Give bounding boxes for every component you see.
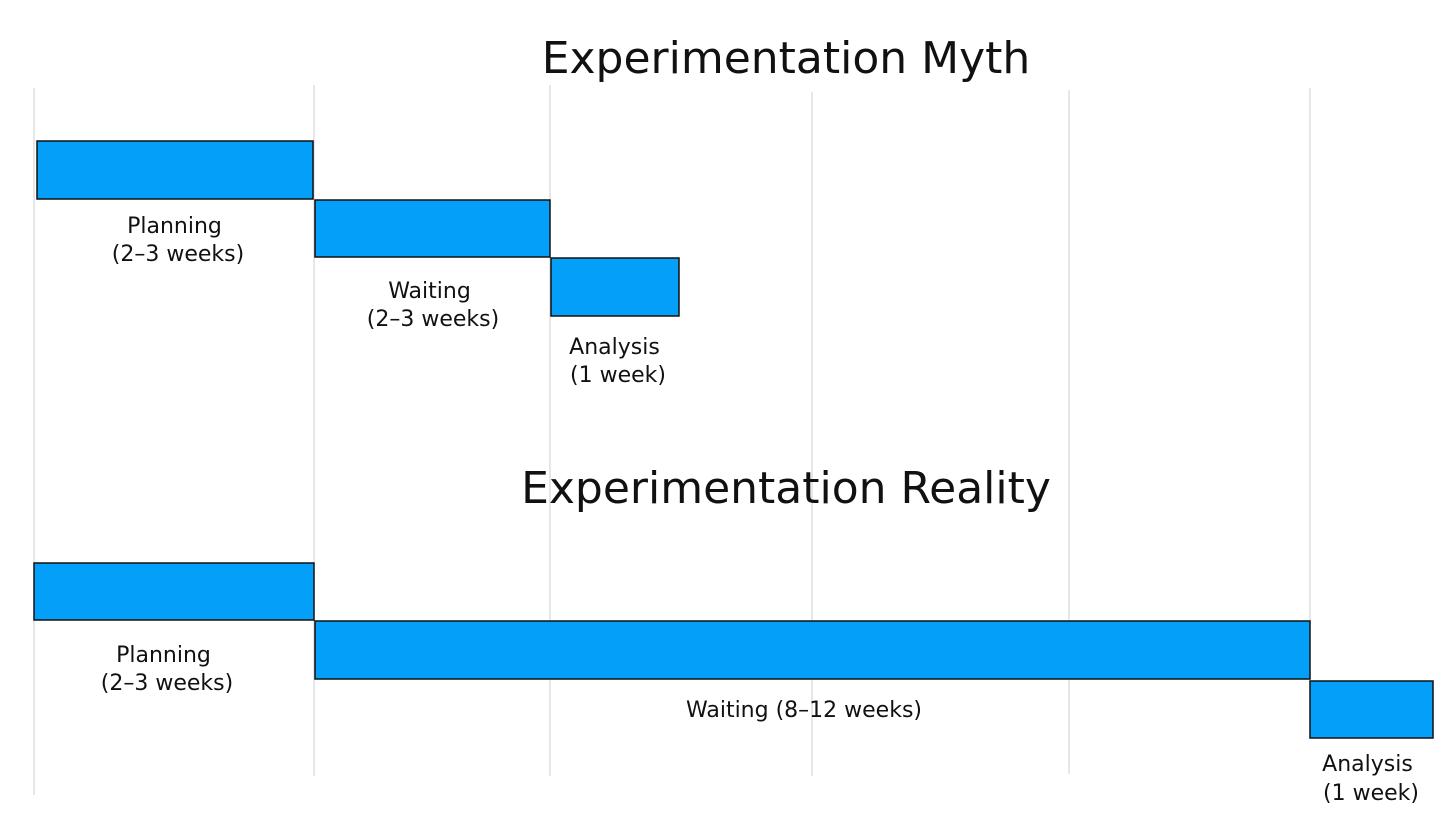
- myth-analysis-label-line1: Analysis: [569, 335, 660, 360]
- myth-analysis-bar: [550, 257, 680, 317]
- myth-waiting-bar: [314, 199, 551, 258]
- reality-analysis-bar: [1309, 680, 1434, 739]
- myth-section: Experimentation Myth Planning (2–3 weeks…: [36, 33, 1031, 388]
- reality-analysis-label-line1: Analysis: [1322, 752, 1413, 777]
- reality-planning-bar: [33, 562, 315, 621]
- reality-analysis-label-line2: (1 week): [1323, 781, 1419, 806]
- myth-analysis-label: Analysis (1 week): [569, 335, 667, 388]
- reality-title: Experimentation Reality: [521, 463, 1051, 514]
- reality-waiting-bar: [314, 620, 1311, 680]
- myth-planning-bar: [36, 140, 314, 200]
- myth-planning-label-line2: (2–3 weeks): [112, 242, 244, 267]
- reality-planning-label-line2: (2–3 weeks): [101, 671, 233, 696]
- myth-waiting-label-line2: (2–3 weeks): [367, 307, 499, 332]
- myth-planning-label: Planning (2–3 weeks): [112, 214, 244, 267]
- myth-planning-label-line1: Planning: [127, 214, 222, 239]
- myth-title: Experimentation Myth: [542, 33, 1031, 84]
- reality-planning-label-line1: Planning: [116, 643, 211, 668]
- reality-planning-label: Planning (2–3 weeks): [101, 643, 233, 696]
- reality-analysis-label: Analysis (1 week): [1322, 752, 1420, 806]
- myth-analysis-label-line2: (1 week): [570, 363, 666, 388]
- myth-waiting-label: Waiting (2–3 weeks): [367, 279, 499, 332]
- myth-waiting-label-line1: Waiting: [388, 279, 471, 304]
- reality-section: Experimentation Reality Planning (2–3 we…: [33, 463, 1434, 806]
- reality-waiting-label: Waiting (8–12 weeks): [686, 698, 922, 723]
